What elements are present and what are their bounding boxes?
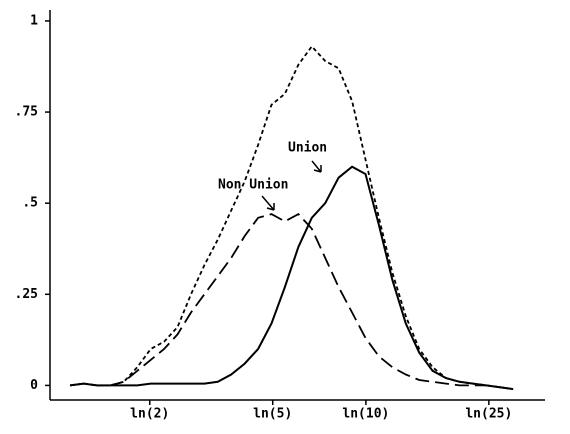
density-line (69, 44, 514, 390)
y-tick-label: .5 (22, 196, 38, 211)
y-tick-label: .25 (15, 287, 38, 302)
union-arrow (311, 160, 322, 173)
x-tick-label: ln(25) (465, 407, 512, 422)
y-tick-label: 0 (30, 378, 38, 393)
series-label: Non Union (218, 178, 288, 193)
x-tick-label: ln(10) (342, 407, 389, 422)
density-line (69, 165, 514, 391)
x-tick-label: ln(2) (130, 407, 169, 422)
y-tick-label: 1 (30, 13, 38, 28)
series-label: Union (288, 141, 327, 156)
y-tick-label: .75 (15, 105, 38, 120)
x-tick-label: ln(5) (253, 407, 292, 422)
density-line (69, 212, 514, 390)
non-union-arrow (261, 195, 275, 211)
